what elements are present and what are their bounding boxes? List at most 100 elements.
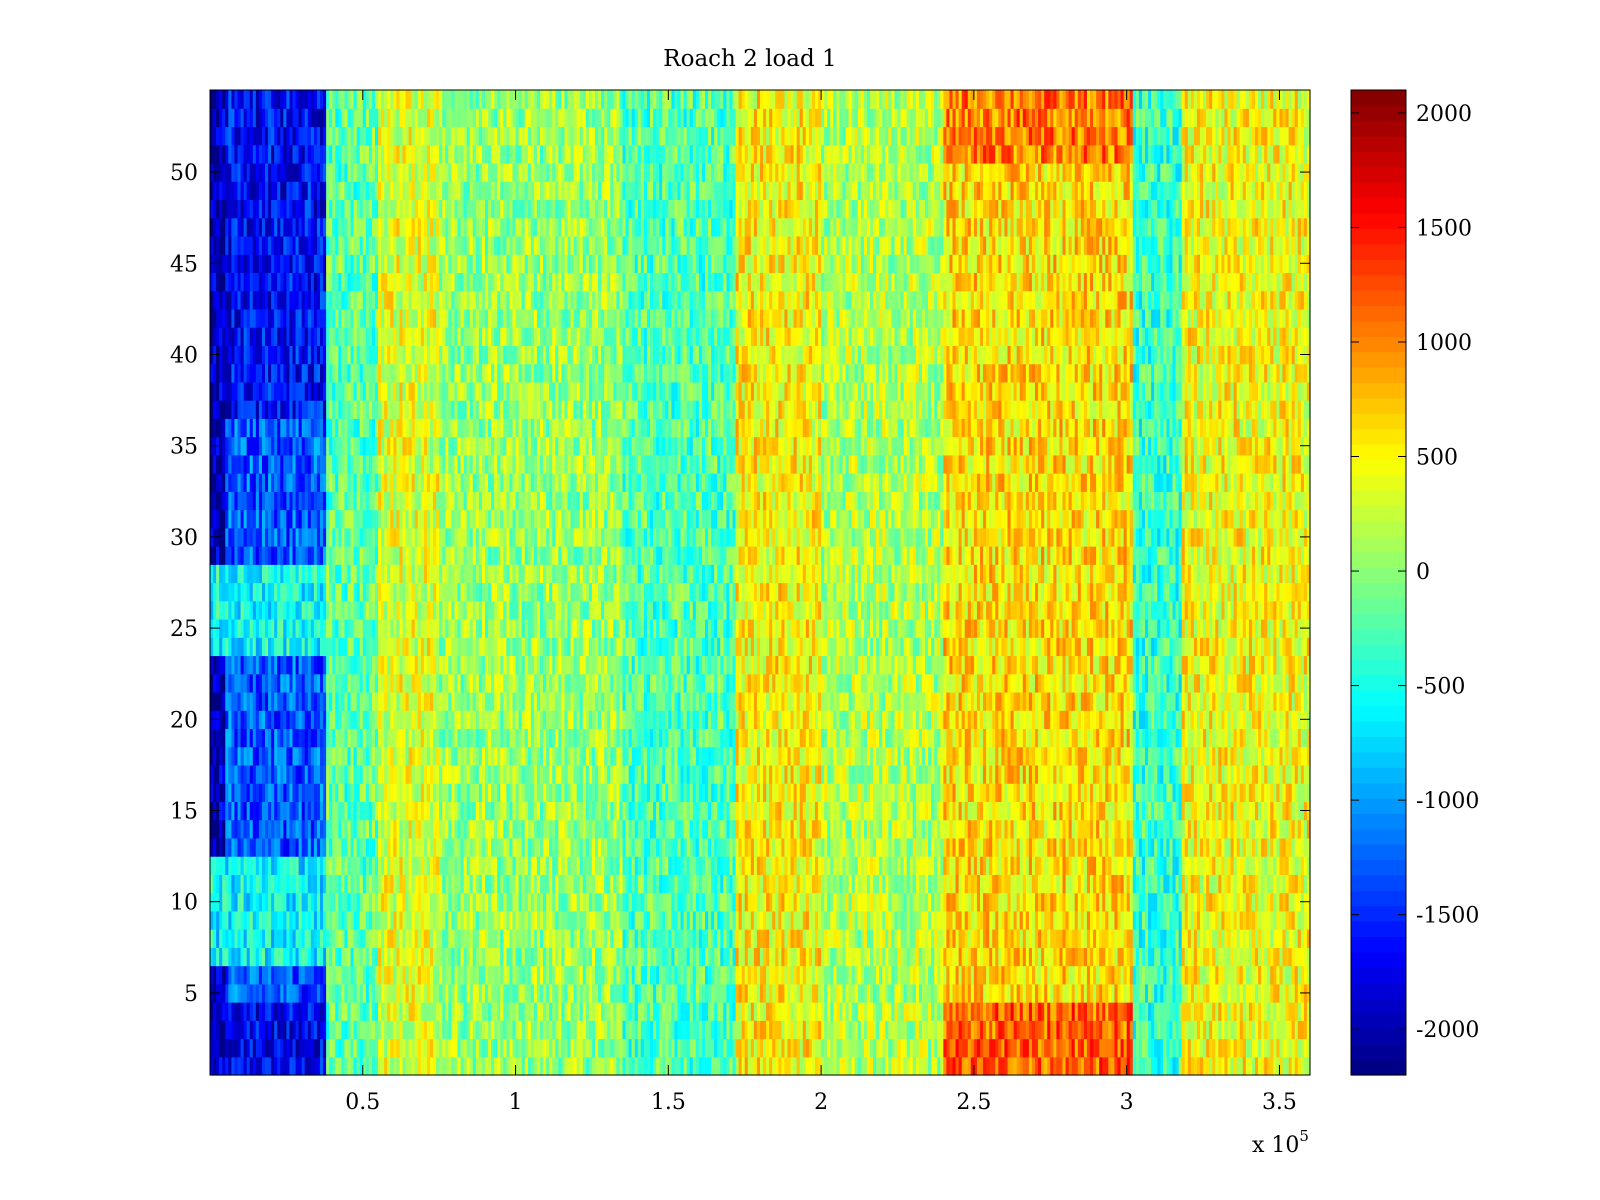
heatmap-cell (772, 856, 776, 875)
heatmap-cell (237, 874, 242, 894)
heatmap-cell (1044, 929, 1048, 948)
heatmap-cell (735, 983, 740, 1003)
heatmap-cell (726, 910, 731, 930)
heatmap-cell (1114, 1002, 1119, 1021)
heatmap-cell (454, 947, 459, 967)
heatmap-cell (961, 929, 966, 948)
heatmap-cell (1270, 837, 1274, 857)
heatmap-cell (1123, 947, 1128, 967)
heatmap-cell (445, 892, 449, 912)
heatmap-cell (433, 856, 437, 875)
heatmap-cell (396, 910, 401, 930)
heatmap-cell (870, 983, 874, 1003)
heatmap-cell (1160, 1002, 1164, 1021)
heatmap-cell (726, 819, 731, 839)
heatmap-cell (1019, 1038, 1024, 1058)
heatmap-cell (729, 947, 734, 967)
heatmap-cell (1181, 892, 1186, 912)
heatmap-cell (646, 1002, 651, 1021)
heatmap-cell (766, 910, 770, 930)
heatmap-cell (341, 874, 346, 894)
heatmap-cell (375, 910, 379, 930)
heatmap-cell (845, 819, 850, 839)
heatmap-cell (509, 965, 514, 985)
heatmap-cell (949, 910, 954, 930)
heatmap-cell (564, 856, 569, 875)
heatmap-cell (1019, 965, 1024, 985)
heatmap-cell (518, 910, 523, 930)
heatmap-cell (402, 1002, 407, 1021)
heatmap-cell (726, 947, 731, 967)
heatmap-cell (735, 892, 740, 912)
heatmap-cell (973, 856, 978, 875)
heatmap-cell (894, 1038, 899, 1058)
heatmap-cell (228, 1020, 232, 1040)
heatmap-cell (1221, 837, 1226, 857)
heatmap-cell (1215, 1020, 1219, 1040)
heatmap-cell (888, 947, 892, 967)
heatmap-cell (1135, 892, 1140, 912)
heatmap-cell (289, 874, 294, 894)
heatmap-cell (466, 929, 471, 948)
heatmap-cell (1264, 947, 1268, 967)
heatmap-cell (799, 892, 804, 912)
heatmap-cell (546, 819, 550, 839)
heatmap-cell (274, 910, 278, 930)
heatmap-cell (353, 1038, 358, 1058)
heatmap-cell (255, 947, 260, 967)
heatmap-cell (249, 1038, 254, 1058)
heatmap-cell (622, 1038, 627, 1058)
heatmap-cell (1059, 965, 1064, 985)
heatmap-cell (399, 947, 404, 967)
heatmap-cell (286, 892, 291, 912)
heatmap-cell (1047, 1020, 1051, 1040)
heatmap-cell (1145, 837, 1149, 857)
heatmap-cell (1111, 929, 1116, 948)
heatmap-cell (558, 1056, 562, 1076)
heatmap-cell (423, 947, 428, 967)
heatmap-cell (790, 947, 795, 967)
heatmap-cell (637, 1020, 642, 1040)
heatmap-cell (1059, 1020, 1064, 1040)
heatmap-cell (1123, 874, 1128, 894)
heatmap-cell (943, 874, 947, 894)
heatmap-cell (1038, 856, 1042, 875)
heatmap-cell (237, 1038, 242, 1058)
heatmap-cell (683, 1020, 688, 1040)
heatmap-cell (836, 819, 841, 839)
heatmap-cell (775, 965, 779, 985)
heatmap-cell (536, 837, 541, 857)
heatmap-cell (1120, 1002, 1125, 1021)
heatmap-cell (1294, 965, 1299, 985)
heatmap-cell (1102, 965, 1106, 985)
heatmap-cell (763, 837, 767, 857)
heatmap-cell (591, 856, 596, 875)
heatmap-cell (1126, 874, 1131, 894)
heatmap-cell (506, 856, 511, 875)
heatmap-cell (714, 983, 718, 1003)
heatmap-cell (506, 1056, 511, 1076)
heatmap-cell (378, 1020, 382, 1040)
heatmap-cell (313, 874, 318, 894)
heatmap-cell (1300, 947, 1305, 967)
heatmap-cell (787, 983, 792, 1003)
heatmap-cell (295, 965, 300, 985)
heatmap-cell (540, 819, 544, 839)
heatmap-cell (925, 910, 929, 930)
heatmap-cell (976, 1002, 981, 1021)
heatmap-cell (906, 1056, 911, 1076)
heatmap-cell (793, 910, 798, 930)
heatmap-cell (527, 892, 532, 912)
heatmap-cell (426, 856, 431, 875)
heatmap-cell (1062, 1056, 1067, 1076)
heatmap-cell (576, 892, 581, 912)
heatmap-cell (787, 947, 792, 967)
heatmap-cell (359, 965, 364, 985)
heatmap-cell (1102, 1056, 1106, 1076)
heatmap-cell (986, 1020, 990, 1040)
heatmap-cell (1141, 965, 1146, 985)
heatmap-cell (326, 1056, 330, 1076)
heatmap-cell (1163, 1038, 1167, 1058)
heatmap-cell (616, 947, 621, 967)
heatmap-cell (845, 910, 850, 930)
